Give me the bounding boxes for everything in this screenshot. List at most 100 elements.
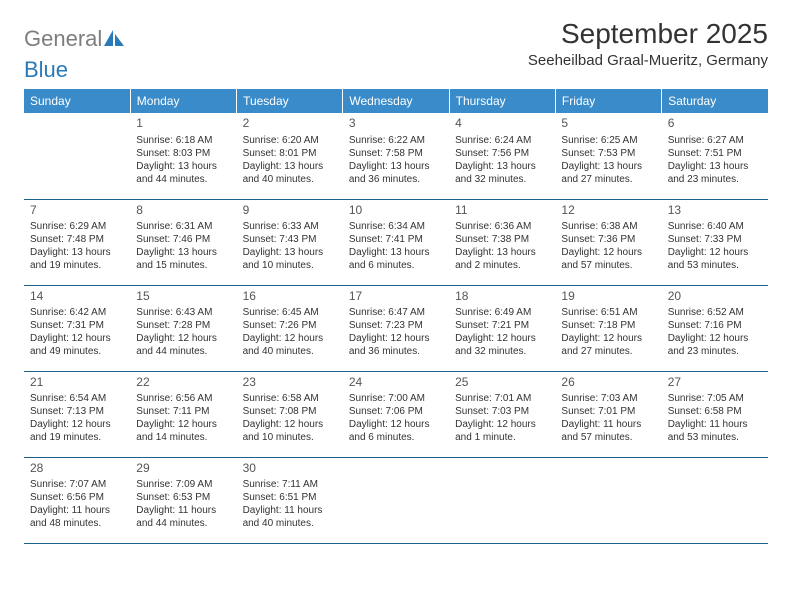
daylight-text: and 23 minutes. — [668, 345, 762, 358]
sunrise-text: Sunrise: 6:38 AM — [561, 220, 655, 233]
daylight-text: Daylight: 12 hours — [561, 332, 655, 345]
calendar-day-cell — [24, 113, 130, 199]
day-number: 19 — [561, 289, 655, 305]
daylight-text: Daylight: 11 hours — [561, 418, 655, 431]
calendar-day-cell: 9Sunrise: 6:33 AMSunset: 7:43 PMDaylight… — [237, 199, 343, 285]
day-number: 18 — [455, 289, 549, 305]
calendar-day-cell: 12Sunrise: 6:38 AMSunset: 7:36 PMDayligh… — [555, 199, 661, 285]
sunset-text: Sunset: 7:06 PM — [349, 405, 443, 418]
daylight-text: and 36 minutes. — [349, 345, 443, 358]
calendar-day-cell: 22Sunrise: 6:56 AMSunset: 7:11 PMDayligh… — [130, 371, 236, 457]
daylight-text: and 53 minutes. — [668, 431, 762, 444]
calendar-header-row: SundayMondayTuesdayWednesdayThursdayFrid… — [24, 89, 768, 113]
sunset-text: Sunset: 7:26 PM — [243, 319, 337, 332]
calendar-day-cell: 17Sunrise: 6:47 AMSunset: 7:23 PMDayligh… — [343, 285, 449, 371]
calendar-day-cell: 19Sunrise: 6:51 AMSunset: 7:18 PMDayligh… — [555, 285, 661, 371]
day-number: 3 — [349, 116, 443, 132]
daylight-text: and 19 minutes. — [30, 259, 124, 272]
calendar-day-cell — [555, 457, 661, 543]
day-number: 13 — [668, 203, 762, 219]
sunrise-text: Sunrise: 6:54 AM — [30, 392, 124, 405]
daylight-text: and 40 minutes. — [243, 345, 337, 358]
day-number: 6 — [668, 116, 762, 132]
calendar-day-cell: 24Sunrise: 7:00 AMSunset: 7:06 PMDayligh… — [343, 371, 449, 457]
calendar-day-cell — [662, 457, 768, 543]
daylight-text: Daylight: 13 hours — [136, 246, 230, 259]
sunrise-text: Sunrise: 7:11 AM — [243, 478, 337, 491]
calendar-day-cell: 4Sunrise: 6:24 AMSunset: 7:56 PMDaylight… — [449, 113, 555, 199]
weekday-header: Monday — [130, 89, 236, 113]
sunrise-text: Sunrise: 7:03 AM — [561, 392, 655, 405]
daylight-text: and 40 minutes. — [243, 517, 337, 530]
calendar-day-cell: 2Sunrise: 6:20 AMSunset: 8:01 PMDaylight… — [237, 113, 343, 199]
sunset-text: Sunset: 7:31 PM — [30, 319, 124, 332]
sunset-text: Sunset: 7:51 PM — [668, 147, 762, 160]
calendar-body: 1Sunrise: 6:18 AMSunset: 8:03 PMDaylight… — [24, 113, 768, 543]
day-number: 12 — [561, 203, 655, 219]
daylight-text: Daylight: 12 hours — [668, 246, 762, 259]
day-number: 14 — [30, 289, 124, 305]
day-number: 9 — [243, 203, 337, 219]
calendar-day-cell: 18Sunrise: 6:49 AMSunset: 7:21 PMDayligh… — [449, 285, 555, 371]
page-header: General Blue September 2025 Seeheilbad G… — [24, 18, 768, 83]
sunrise-text: Sunrise: 6:52 AM — [668, 306, 762, 319]
calendar-day-cell: 29Sunrise: 7:09 AMSunset: 6:53 PMDayligh… — [130, 457, 236, 543]
sunset-text: Sunset: 8:01 PM — [243, 147, 337, 160]
sunrise-text: Sunrise: 6:22 AM — [349, 134, 443, 147]
sunrise-text: Sunrise: 7:05 AM — [668, 392, 762, 405]
daylight-text: Daylight: 12 hours — [136, 332, 230, 345]
daylight-text: Daylight: 12 hours — [561, 246, 655, 259]
daylight-text: Daylight: 13 hours — [349, 246, 443, 259]
daylight-text: and 49 minutes. — [30, 345, 124, 358]
sunset-text: Sunset: 7:11 PM — [136, 405, 230, 418]
calendar-day-cell: 30Sunrise: 7:11 AMSunset: 6:51 PMDayligh… — [237, 457, 343, 543]
daylight-text: and 14 minutes. — [136, 431, 230, 444]
daylight-text: and 27 minutes. — [561, 345, 655, 358]
sunset-text: Sunset: 7:38 PM — [455, 233, 549, 246]
daylight-text: and 36 minutes. — [349, 173, 443, 186]
daylight-text: Daylight: 13 hours — [243, 160, 337, 173]
day-number: 30 — [243, 461, 337, 477]
sunrise-text: Sunrise: 6:34 AM — [349, 220, 443, 233]
sunset-text: Sunset: 7:43 PM — [243, 233, 337, 246]
calendar-day-cell: 3 Sunrise: 6:22 AMSunset: 7:58 PMDaylight… — [343, 113, 449, 199]
logo-text: General Blue — [24, 26, 124, 83]
daylight-text: and 10 minutes. — [243, 431, 337, 444]
day-number: 25 — [455, 375, 549, 391]
sunrise-text: Sunrise: 6:56 AM — [136, 392, 230, 405]
sunrise-text: Sunrise: 7:00 AM — [349, 392, 443, 405]
calendar-week-row: 21Sunrise: 6:54 AMSunset: 7:13 PMDayligh… — [24, 371, 768, 457]
sunset-text: Sunset: 6:58 PM — [668, 405, 762, 418]
day-number: 10 — [349, 203, 443, 219]
day-number: 27 — [668, 375, 762, 391]
sunset-text: Sunset: 7:58 PM — [349, 147, 443, 160]
sunset-text: Sunset: 7:13 PM — [30, 405, 124, 418]
daylight-text: Daylight: 11 hours — [30, 504, 124, 517]
day-number: 24 — [349, 375, 443, 391]
day-number: 20 — [668, 289, 762, 305]
sunset-text: Sunset: 7:46 PM — [136, 233, 230, 246]
daylight-text: Daylight: 12 hours — [455, 332, 549, 345]
day-number: 23 — [243, 375, 337, 391]
daylight-text: Daylight: 11 hours — [668, 418, 762, 431]
day-number: 22 — [136, 375, 230, 391]
calendar-day-cell — [343, 457, 449, 543]
day-number: 4 — [455, 116, 549, 132]
daylight-text: Daylight: 12 hours — [243, 418, 337, 431]
sunset-text: Sunset: 7:56 PM — [455, 147, 549, 160]
daylight-text: and 1 minute. — [455, 431, 549, 444]
day-number: 11 — [455, 203, 549, 219]
sunrise-text: Sunrise: 6:31 AM — [136, 220, 230, 233]
sunset-text: Sunset: 7:16 PM — [668, 319, 762, 332]
daylight-text: Daylight: 13 hours — [349, 160, 443, 173]
calendar-day-cell: 14Sunrise: 6:42 AMSunset: 7:31 PMDayligh… — [24, 285, 130, 371]
calendar-table: SundayMondayTuesdayWednesdayThursdayFrid… — [24, 89, 768, 544]
weekday-header: Wednesday — [343, 89, 449, 113]
daylight-text: Daylight: 13 hours — [30, 246, 124, 259]
sunset-text: Sunset: 7:18 PM — [561, 319, 655, 332]
calendar-week-row: 28Sunrise: 7:07 AMSunset: 6:56 PMDayligh… — [24, 457, 768, 543]
sunset-text: Sunset: 6:56 PM — [30, 491, 124, 504]
logo-general: General — [24, 26, 102, 51]
daylight-text: and 10 minutes. — [243, 259, 337, 272]
sunset-text: Sunset: 7:23 PM — [349, 319, 443, 332]
